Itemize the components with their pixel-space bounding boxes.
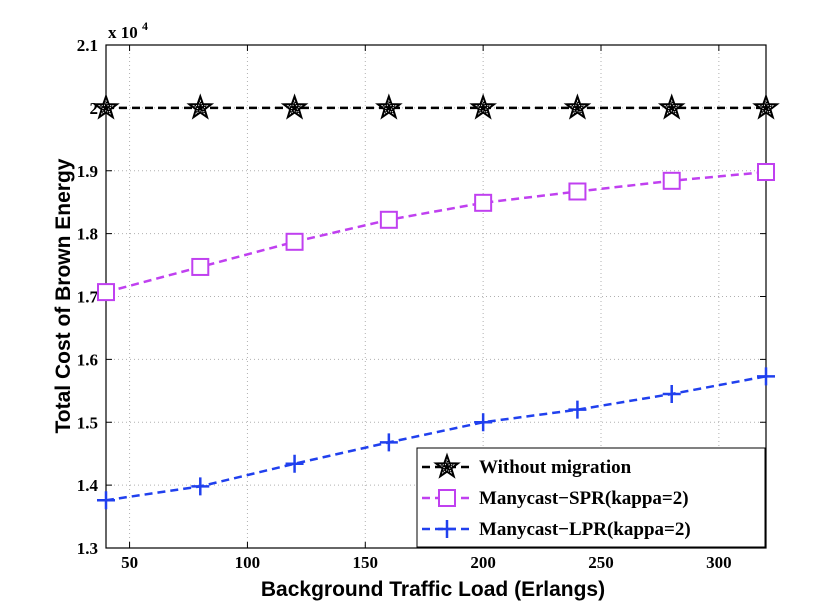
y-tick-label: 1.6: [77, 350, 98, 369]
data-point: [186, 93, 215, 120]
y-exponent-base: x 10: [108, 23, 138, 42]
data-point: [657, 93, 686, 120]
star-marker-highlight: [569, 99, 586, 115]
y-tick-label: 2: [90, 99, 99, 118]
data-point: [568, 182, 587, 201]
star-marker-highlight: [757, 99, 775, 115]
data-point: [474, 193, 493, 212]
star-marker-highlight: [475, 99, 492, 115]
data-point: [97, 491, 115, 510]
star-marker-fill: [186, 93, 215, 120]
series-2: [97, 367, 775, 510]
data-point: [752, 93, 780, 120]
data-point: [375, 93, 403, 120]
data-point: [379, 433, 398, 452]
x-tick-label: 50: [121, 553, 138, 572]
series-1: [97, 163, 775, 302]
legend-item-2: Manycast−LPR(kappa=2): [422, 519, 691, 540]
legend-box: [416, 447, 766, 548]
legend: Without migration Manycast−SPR(kappa=2) Ma…: [416, 447, 766, 548]
y-axis-label: Total Cost of Brown Energy: [52, 158, 75, 433]
legend-label: Without migration: [479, 457, 632, 478]
data-point: [469, 93, 497, 120]
legend-label: Manycast−SPR(kappa=2): [479, 488, 689, 509]
data-point: [757, 367, 775, 386]
star-marker-fill: [563, 93, 592, 120]
series-0: [92, 93, 780, 120]
legend-label: Manycast−LPR(kappa=2): [479, 519, 691, 540]
data-point: [191, 477, 210, 496]
legend-item-0: Without migration: [422, 452, 632, 479]
y-tick-label: 1.7: [77, 288, 99, 307]
legend-marker: [433, 452, 461, 479]
star-marker-fill: [433, 452, 461, 479]
x-tick-label: 100: [235, 553, 261, 572]
data-point: [92, 93, 120, 120]
data-point: [191, 257, 210, 276]
star-marker-fill: [280, 93, 309, 120]
y-tick-label: 1.5: [77, 413, 98, 432]
y-tick-label: 2.1: [77, 36, 98, 55]
legend-item-1: Manycast−SPR(kappa=2): [422, 488, 689, 509]
series-line: [105, 170, 767, 294]
x-axis-label: Background Traffic Load (Erlangs): [261, 578, 605, 601]
series: [92, 93, 780, 510]
y-tick-label: 1.3: [77, 539, 98, 558]
data-point: [97, 283, 115, 302]
star-marker-highlight: [192, 99, 209, 115]
star-marker-highlight: [380, 99, 397, 115]
star-marker-highlight: [438, 458, 456, 474]
star-marker-highlight: [97, 99, 115, 115]
legend-marker: [438, 489, 456, 507]
data-point: [474, 413, 493, 432]
y-tick-label: 1.9: [77, 162, 98, 181]
y-tick-label: 1.4: [77, 476, 99, 495]
data-point: [568, 400, 587, 419]
data-point: [280, 93, 309, 120]
series-line: [105, 375, 767, 502]
y-tick-label: 1.8: [77, 225, 98, 244]
star-marker-fill: [469, 93, 497, 120]
star-marker-highlight: [663, 99, 680, 115]
x-tick-label: 150: [353, 553, 379, 572]
data-point: [285, 232, 304, 251]
data-point: [757, 163, 775, 182]
data-point: [662, 384, 681, 403]
ticks: 50 100 150 200 250 300 1.3 1.4 1.5 1.6 1.7 1.8 1.9 2 2…: [77, 36, 766, 572]
star-marker-fill: [92, 93, 120, 120]
star-marker-fill: [752, 93, 780, 120]
star-marker-fill: [375, 93, 403, 120]
legend-marker: [438, 520, 456, 538]
x-tick-label: 250: [588, 553, 614, 572]
star-marker-highlight: [286, 99, 303, 115]
star-marker-fill: [657, 93, 686, 120]
data-point: [662, 171, 681, 190]
data-point: [285, 454, 304, 473]
data-point: [563, 93, 592, 120]
y-exponent-power: 4: [142, 19, 148, 33]
data-point: [379, 210, 398, 229]
x-tick-label: 200: [470, 553, 496, 572]
x-tick-label: 300: [706, 553, 732, 572]
